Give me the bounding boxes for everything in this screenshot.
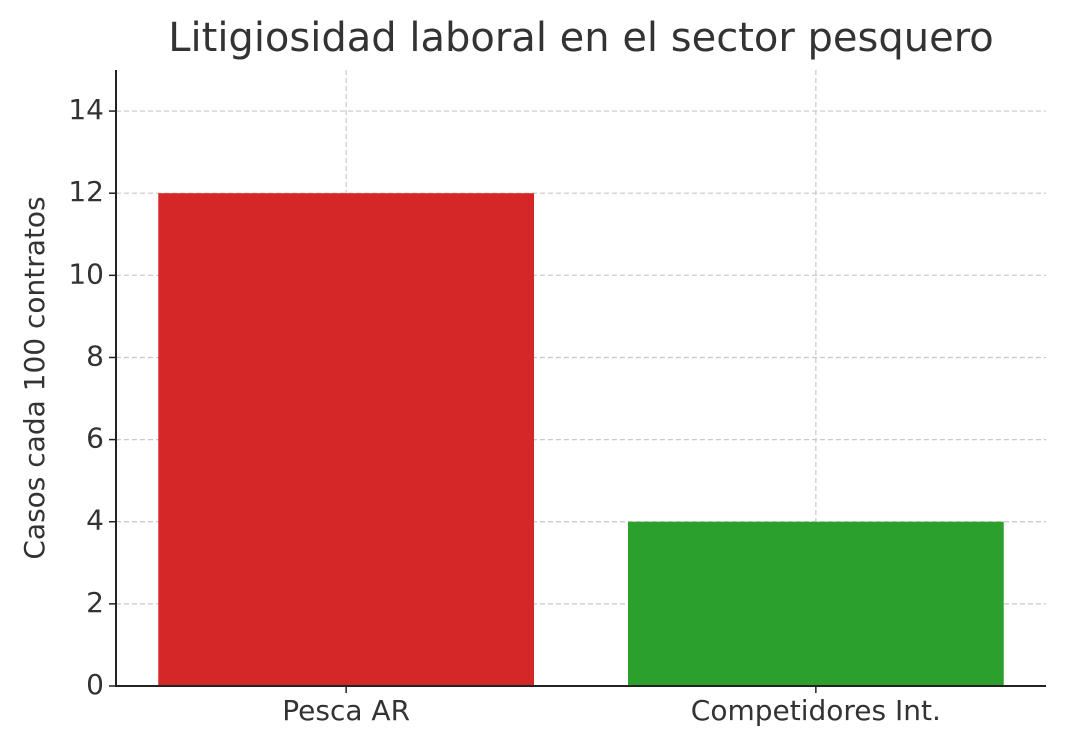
y-axis-label: Casos cada 100 contratos xyxy=(18,196,51,559)
chart-title: Litigiosidad laboral en el sector pesque… xyxy=(168,15,994,61)
y-tick-label: 6 xyxy=(86,422,104,455)
y-tick-label: 4 xyxy=(86,504,104,537)
x-tick-label: Pesca AR xyxy=(282,694,410,727)
y-tick-label: 8 xyxy=(86,339,104,372)
y-tick-label: 10 xyxy=(68,257,104,290)
y-tick-label: 2 xyxy=(86,586,104,619)
y-tick-label: 12 xyxy=(68,175,104,208)
x-tick-label: Competidores Int. xyxy=(691,694,941,727)
y-tick-label: 14 xyxy=(68,93,104,126)
bar xyxy=(158,193,535,686)
bar xyxy=(627,521,1004,686)
y-tick-label: 0 xyxy=(86,668,104,701)
